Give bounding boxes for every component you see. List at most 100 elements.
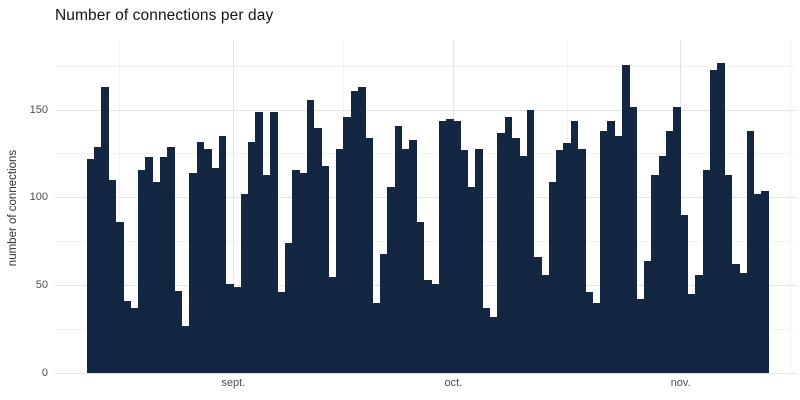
bar: [497, 132, 505, 373]
bar: [438, 120, 447, 373]
gridline-h-major: [55, 109, 796, 111]
bar: [130, 308, 139, 373]
y-tick-label: 100: [29, 191, 48, 204]
bar: [328, 276, 337, 373]
gridline-h-minor: [55, 65, 796, 67]
chart-title: Number of connections per day: [55, 7, 274, 24]
bar: [93, 146, 102, 373]
y-tick-label: 150: [29, 103, 48, 116]
bar: [577, 148, 586, 373]
bar: [680, 215, 689, 373]
bar: [761, 190, 769, 373]
bar: [189, 173, 197, 373]
bar: [533, 257, 542, 373]
bar: [350, 90, 359, 373]
bar: [724, 174, 733, 373]
bar: [482, 308, 491, 373]
bar: [709, 69, 718, 373]
bar: [123, 301, 131, 373]
bar: [541, 274, 549, 373]
bar: [299, 173, 307, 373]
bar: [423, 280, 432, 373]
bar: [687, 294, 696, 373]
bar: [284, 243, 293, 373]
bar: [174, 290, 183, 373]
bar: [511, 138, 520, 373]
bar: [277, 292, 285, 373]
bar: [394, 125, 403, 373]
bar: [607, 120, 615, 373]
bar: [343, 117, 351, 373]
bar: [167, 146, 175, 373]
bar: [731, 264, 740, 373]
bar: [211, 167, 219, 373]
bar: [636, 299, 645, 373]
gridline-h-major: [55, 197, 796, 199]
bar: [291, 169, 300, 373]
bar: [416, 222, 425, 373]
bar: [335, 148, 344, 373]
bar: [431, 283, 439, 373]
bar: [460, 150, 469, 373]
bar: [519, 155, 527, 373]
x-tick-label: sept.: [221, 377, 246, 389]
bar: [489, 316, 498, 373]
gridline-v-major: [232, 40, 234, 373]
bar: [306, 99, 315, 373]
bar: [504, 117, 513, 373]
bar: [746, 131, 755, 373]
bar: [159, 157, 168, 373]
bar: [262, 174, 271, 373]
bar: [570, 120, 579, 373]
bar: [445, 118, 454, 373]
bar: [629, 106, 637, 373]
bar: [137, 169, 146, 373]
bar: [269, 111, 278, 373]
bar: [702, 169, 711, 373]
bar: [548, 181, 557, 373]
bar: [658, 155, 667, 373]
bar: [753, 194, 762, 373]
x-tick-label: oct.: [444, 377, 463, 389]
y-tick-label: 0: [41, 366, 48, 379]
bar: [152, 181, 161, 373]
bar: [181, 325, 190, 373]
bar: [101, 87, 109, 373]
bar: [365, 138, 373, 373]
bar: [225, 283, 234, 373]
bar: [86, 159, 95, 373]
bar: [592, 302, 601, 373]
bar: [401, 148, 410, 373]
bar: [599, 131, 608, 373]
bar: [643, 260, 652, 373]
bar: [145, 157, 153, 373]
bar: [372, 302, 381, 373]
bar: [739, 273, 747, 373]
bar: [651, 174, 659, 373]
bar: [526, 110, 535, 373]
gridline-h-major: [55, 372, 796, 374]
bar: [453, 120, 461, 373]
gridline-h-minor: [55, 241, 796, 243]
bar: [467, 187, 476, 373]
bar: [614, 136, 623, 373]
x-tick-label: nov.: [670, 377, 691, 389]
bar: [555, 150, 564, 373]
gridline-h-minor: [55, 153, 796, 155]
bar: [313, 127, 322, 373]
bar: [673, 106, 681, 373]
bar: [247, 141, 256, 373]
bar: [255, 111, 263, 373]
bar: [717, 62, 725, 373]
bar: [621, 64, 630, 373]
bar: [409, 139, 417, 373]
bar: [218, 136, 227, 373]
bar: [233, 287, 241, 373]
gridline-v-minor: [790, 40, 792, 373]
bar: [387, 187, 395, 373]
bar: [321, 166, 329, 373]
bar: [475, 148, 483, 373]
bar: [665, 131, 674, 373]
bar: [585, 292, 593, 373]
